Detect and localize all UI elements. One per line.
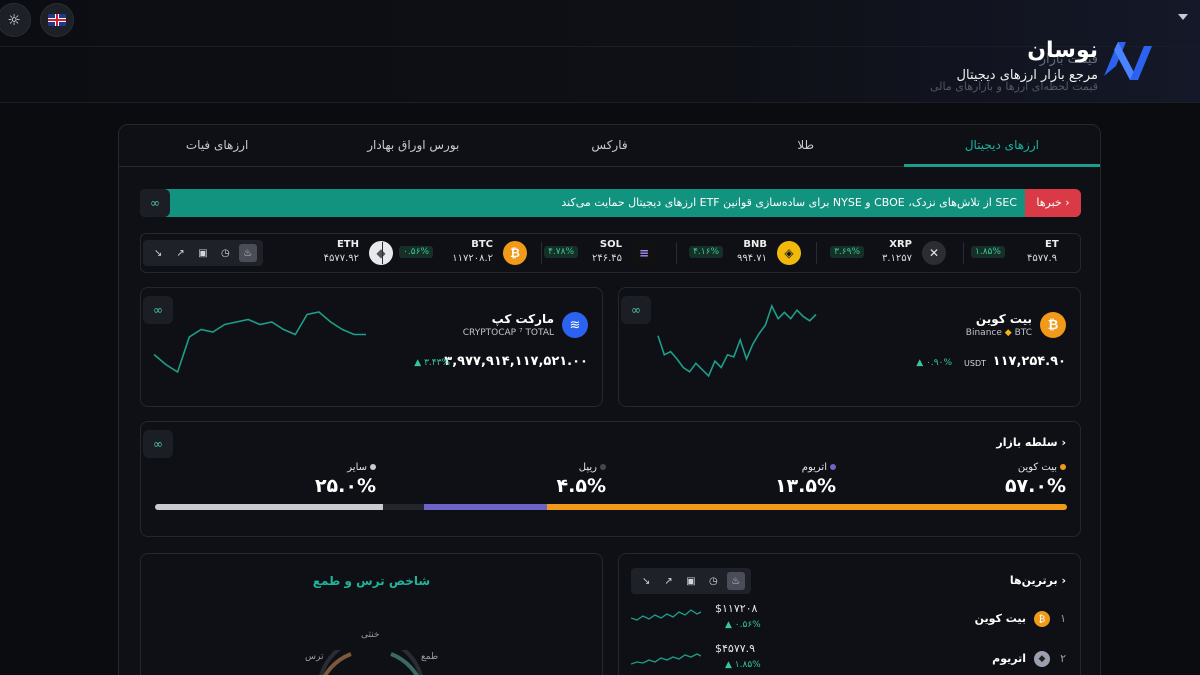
link-icon[interactable]: ∞ bbox=[143, 296, 173, 324]
arrow-up-right-icon[interactable]: ↗ bbox=[664, 575, 673, 587]
news-tag[interactable]: خبرها › bbox=[1025, 189, 1081, 217]
brand-tagline: مرجع بازار ارزهای دیجیتال bbox=[956, 68, 1098, 83]
market-tabs: ارزهای دیجیتال طلا فارکس بورس اوراق بهاد… bbox=[119, 125, 1101, 167]
fire-icon[interactable]: ♨ bbox=[726, 572, 745, 590]
xrp-icon: ✕ bbox=[922, 241, 946, 265]
dominance-segment-3 bbox=[155, 504, 384, 510]
market-panel: ارزهای دیجیتال طلا فارکس بورس اوراق بهاد… bbox=[118, 124, 1101, 675]
news-headline[interactable]: SEC از تلاش‌های نزدک، CBOE و NYSE برای س… bbox=[561, 196, 1017, 209]
arrow-down-right-icon[interactable]: ↘ bbox=[641, 575, 651, 587]
asset-pair: CRYPTOCAP ⁷ TOTAL bbox=[462, 328, 554, 338]
menu-caret-icon[interactable] bbox=[1178, 14, 1188, 20]
tab-forex[interactable]: فارکس bbox=[591, 138, 628, 152]
bitcoin-sparkline bbox=[657, 304, 817, 378]
dominance-btc: بیت کوین ۵۷.۰% bbox=[1004, 462, 1066, 497]
marketcap-icon: ≋ bbox=[562, 312, 588, 338]
dominance-segment-2 bbox=[383, 504, 425, 510]
bnb-icon: ◈ bbox=[777, 241, 801, 265]
ticker-item-eth-repeat[interactable]: ۱.۸۵% ET ۴۵۷۷.۹ bbox=[967, 238, 1079, 268]
price-ticker: ↘ ↗ ▣ ◷ ♨ ETH ۴۵۷۷.۹۲ ◆ ۰.۵۶% BTC ۱۱۷۲۰۸… bbox=[140, 233, 1081, 273]
asset-pair: Binance ◆ BTC bbox=[965, 328, 1032, 338]
row-sparkline bbox=[631, 653, 701, 665]
bitcoin-icon: ₿ bbox=[1034, 611, 1050, 627]
tab-crypto[interactable]: ارزهای دیجیتال bbox=[903, 125, 1101, 167]
tab-stocks[interactable]: بورس اوراق بهادار bbox=[367, 138, 460, 152]
gauge-label-greed: طمع bbox=[421, 652, 439, 662]
clock-icon[interactable]: ◷ bbox=[708, 575, 718, 587]
asset-change: ▲ ۳.۴۳% bbox=[414, 358, 450, 368]
brand-logo[interactable]: قیمت بازار نوسان قیمت لحظه‌ای ارزها و با… bbox=[876, 36, 1156, 96]
bitcoin-card[interactable]: ∞ ₿ بیت کوین Binance ◆ BTC ۱۱۷,۲۵۴.۹۰ US… bbox=[618, 287, 1081, 407]
brand-ghost-tagline: قیمت لحظه‌ای ارزها و بازارهای مالی bbox=[929, 80, 1098, 93]
theme-toggle-button[interactable]: ☼ bbox=[0, 3, 31, 37]
asset-name: مارکت کپ bbox=[491, 312, 554, 326]
bitcoin-icon: ₿ bbox=[1040, 312, 1066, 338]
gauge-label-neutral: خنثی bbox=[361, 630, 380, 640]
solana-icon: ≡ bbox=[632, 241, 656, 265]
asset-unit: USDT bbox=[964, 359, 986, 368]
link-icon[interactable]: ∞ bbox=[621, 296, 651, 324]
language-button[interactable] bbox=[40, 3, 74, 37]
tab-gold[interactable]: طلا bbox=[797, 138, 815, 152]
gauge-label-fear: ترس bbox=[305, 652, 324, 662]
marketcap-card[interactable]: ∞ ≋ مارکت کپ CRYPTOCAP ⁷ TOTAL ۳,۹۷۷,۹۱۴… bbox=[140, 287, 603, 407]
tab-fiat[interactable]: ارزهای فیات bbox=[185, 138, 249, 152]
fire-icon[interactable]: ♨ bbox=[238, 244, 257, 262]
link-icon[interactable]: ∞ bbox=[140, 189, 170, 217]
brand-name: نوسان bbox=[1027, 38, 1098, 63]
ethereum-icon: ◆ bbox=[1034, 651, 1050, 667]
site-header: ☼ قیمت بازار نوسان قیمت لحظه‌ای ارزها و … bbox=[0, 0, 1200, 103]
dominance-segment-1 bbox=[424, 504, 548, 510]
asset-price: ۱۱۷,۲۵۴.۹۰ bbox=[992, 354, 1066, 369]
top-coins-title[interactable]: برترین‌ها › bbox=[1009, 574, 1066, 587]
ticker-item-bnb[interactable]: ۴.۱۶% BNB ۹۹۴.۷۱ ◈ bbox=[681, 238, 811, 268]
logo-mark-icon bbox=[1104, 42, 1152, 80]
ticker-toolbar: ↘ ↗ ▣ ◷ ♨ bbox=[143, 240, 263, 266]
fear-greed-gauge bbox=[319, 650, 423, 675]
link-icon[interactable]: ∞ bbox=[143, 430, 173, 458]
brand-ghost-text: قیمت بازار bbox=[1039, 52, 1098, 67]
arrow-up-right-icon[interactable]: ↗ bbox=[176, 247, 185, 259]
marketcap-sparkline bbox=[153, 311, 366, 374]
bitcoin-icon: ₿ bbox=[503, 241, 527, 265]
dominance-segment-0 bbox=[547, 504, 1067, 510]
ticker-item-xrp[interactable]: ۳.۶۹% XRP ۳.۱۲۵۷ ✕ bbox=[821, 238, 956, 268]
fear-greed-card: شاخص ترس و طمع خنثی طمع ترس bbox=[140, 553, 603, 675]
dominance-eth: اتریوم ۱۳.۵% bbox=[774, 462, 836, 497]
ticker-item-sol[interactable]: ۴.۷۸% SOL ۲۴۶.۴۵ ≡ bbox=[536, 238, 666, 268]
fear-greed-title: شاخص ترس و طمع bbox=[312, 574, 431, 588]
asset-name: بیت کوین bbox=[975, 312, 1032, 326]
market-dominance-card: ∞ سلطه بازار › بیت کوین ۵۷.۰% اتریوم ۱۳.… bbox=[140, 421, 1081, 537]
row-sparkline bbox=[631, 609, 701, 621]
top-toolbar: ↘ ↗ ▣ ◷ ♨ bbox=[631, 568, 751, 594]
chart-icon[interactable]: ▣ bbox=[198, 247, 208, 259]
sparkline-path bbox=[153, 311, 366, 374]
asset-change: ▲ ۰.۹۰% bbox=[916, 358, 952, 368]
dominance-other: سایر ۲۵.۰% bbox=[314, 462, 376, 497]
arrow-down-right-icon[interactable]: ↘ bbox=[153, 247, 163, 259]
dominance-title[interactable]: سلطه بازار › bbox=[996, 436, 1066, 449]
sparkline-path bbox=[657, 304, 817, 378]
asset-price: ۳,۹۷۷,۹۱۴,۱۱۷,۵۲۱.۰۰ bbox=[444, 354, 588, 369]
ticker-item-eth[interactable]: ETH ۴۵۷۷.۹۲ ◆ bbox=[273, 238, 403, 268]
clock-icon[interactable]: ◷ bbox=[220, 247, 230, 259]
dominance-bar bbox=[155, 504, 1067, 510]
news-bar[interactable]: خبرها › SEC از تلاش‌های نزدک، CBOE و NYS… bbox=[140, 189, 1081, 217]
chart-icon[interactable]: ▣ bbox=[686, 575, 696, 587]
dominance-xrp: ریپل ۴.۵% bbox=[556, 462, 606, 497]
uk-flag-icon bbox=[48, 14, 66, 26]
header-divider bbox=[0, 46, 1200, 47]
top-coins-card: برترین‌ها › ↘ ↗ ▣ ◷ ♨ ۱ ₿ بیت کوین $۱۱۷۲… bbox=[618, 553, 1081, 675]
ethereum-icon: ◆ bbox=[369, 241, 393, 265]
sun-icon: ☼ bbox=[7, 11, 21, 29]
ticker-item-btc[interactable]: ۰.۵۶% BTC ۱۱۷۲۰۸.۲ ₿ bbox=[387, 238, 537, 268]
